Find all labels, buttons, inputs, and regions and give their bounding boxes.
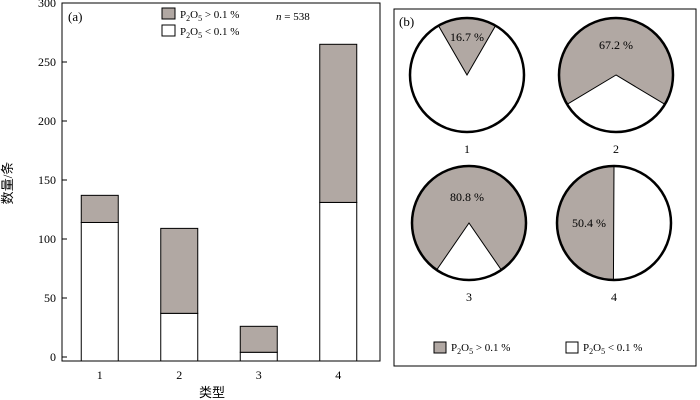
pie-category-label: 3: [466, 290, 472, 304]
x-tick-label: 1: [97, 368, 103, 382]
pie-value-label: 16.7 %: [450, 30, 484, 44]
panel-b-label: (b): [399, 14, 414, 29]
pie-outline: [408, 16, 526, 134]
panel-a-label: (a): [68, 9, 82, 24]
pie-legend-swatch-gray: [433, 341, 447, 354]
x-axis-title: 类型: [199, 385, 225, 400]
x-tick-label: 3: [256, 368, 262, 382]
pie-value-label: 80.8 %: [450, 190, 484, 204]
x-tick-label: 4: [335, 368, 341, 382]
pie-value-label: 67.2 %: [599, 38, 633, 52]
pie-group: 16.7 % 1 67.2 % 2 80.8 % 3 50.4 % 4: [408, 16, 675, 304]
y-tick-label: 150: [38, 173, 56, 187]
pie-category-label: 1: [464, 142, 470, 156]
pie-legend: P2O5 > 0.1 % P2O5 < 0.1 %: [433, 341, 642, 356]
legend-label-white: P2O5 < 0.1 %: [180, 26, 239, 40]
pie-2: 67.2 % 2: [557, 16, 675, 156]
pie-1: 16.7 % 1: [408, 16, 526, 156]
bar-gt-0.1-cat-1: [80, 194, 119, 223]
bar-gt-0.1-cat-2: [160, 227, 199, 314]
x-tick-label: 2: [176, 368, 182, 382]
y-axis-title: 数量/条: [0, 162, 15, 205]
y-tick-label: 0: [50, 350, 56, 364]
panel-a-frame: [61, 2, 381, 362]
pie-outline: [555, 164, 673, 282]
bar-lt-0.1-cat-3: [239, 351, 278, 362]
pie-category-label: 4: [611, 290, 617, 304]
legend-swatch-white: [161, 24, 176, 37]
pie-legend-swatch-white: [565, 341, 579, 354]
bar-gt-0.1-cat-3: [239, 325, 278, 353]
panel-b-frame: [393, 8, 697, 367]
panel-a: (a) 0 50 100 150 200 250 300 1 2 3 4 P2O5 > 0.1 %…: [0, 0, 381, 400]
n-annotation: n = 538: [276, 11, 310, 23]
legend-swatch-gray: [161, 7, 176, 20]
panel-b: (b) 16.7 % 1 67.2 % 2 80.8 % 3 50.4 % 4 P2O5 > …: [393, 8, 697, 367]
bar-lt-0.1-cat-2: [160, 312, 199, 362]
bar-lt-0.1-cat-1: [80, 221, 119, 362]
pie-outline: [557, 16, 675, 134]
pie-outline: [410, 164, 528, 282]
y-tick-label: 100: [38, 232, 56, 246]
pie-value-label: 50.4 %: [572, 216, 606, 230]
bar-lt-0.1-cat-4: [319, 201, 358, 362]
pie-category-label: 2: [613, 142, 619, 156]
y-tick-label: 200: [38, 114, 56, 128]
pie-legend-label-white: P2O5 < 0.1 %: [583, 342, 642, 356]
bar-group: [80, 43, 358, 362]
y-axis: 0 50 100 150 200 250 300: [38, 0, 67, 364]
legend-label-gray: P2O5 > 0.1 %: [180, 9, 239, 23]
pie-3: 80.8 % 3: [410, 164, 528, 304]
pie-4: 50.4 % 4: [555, 164, 673, 304]
pie-legend-label-gray: P2O5 > 0.1 %: [451, 342, 510, 356]
y-tick-label: 300: [38, 0, 56, 10]
bar-gt-0.1-cat-4: [319, 43, 358, 203]
y-tick-label: 250: [38, 55, 56, 69]
bar-legend: P2O5 > 0.1 % P2O5 < 0.1 %: [161, 7, 239, 40]
y-tick-label: 50: [44, 291, 56, 305]
